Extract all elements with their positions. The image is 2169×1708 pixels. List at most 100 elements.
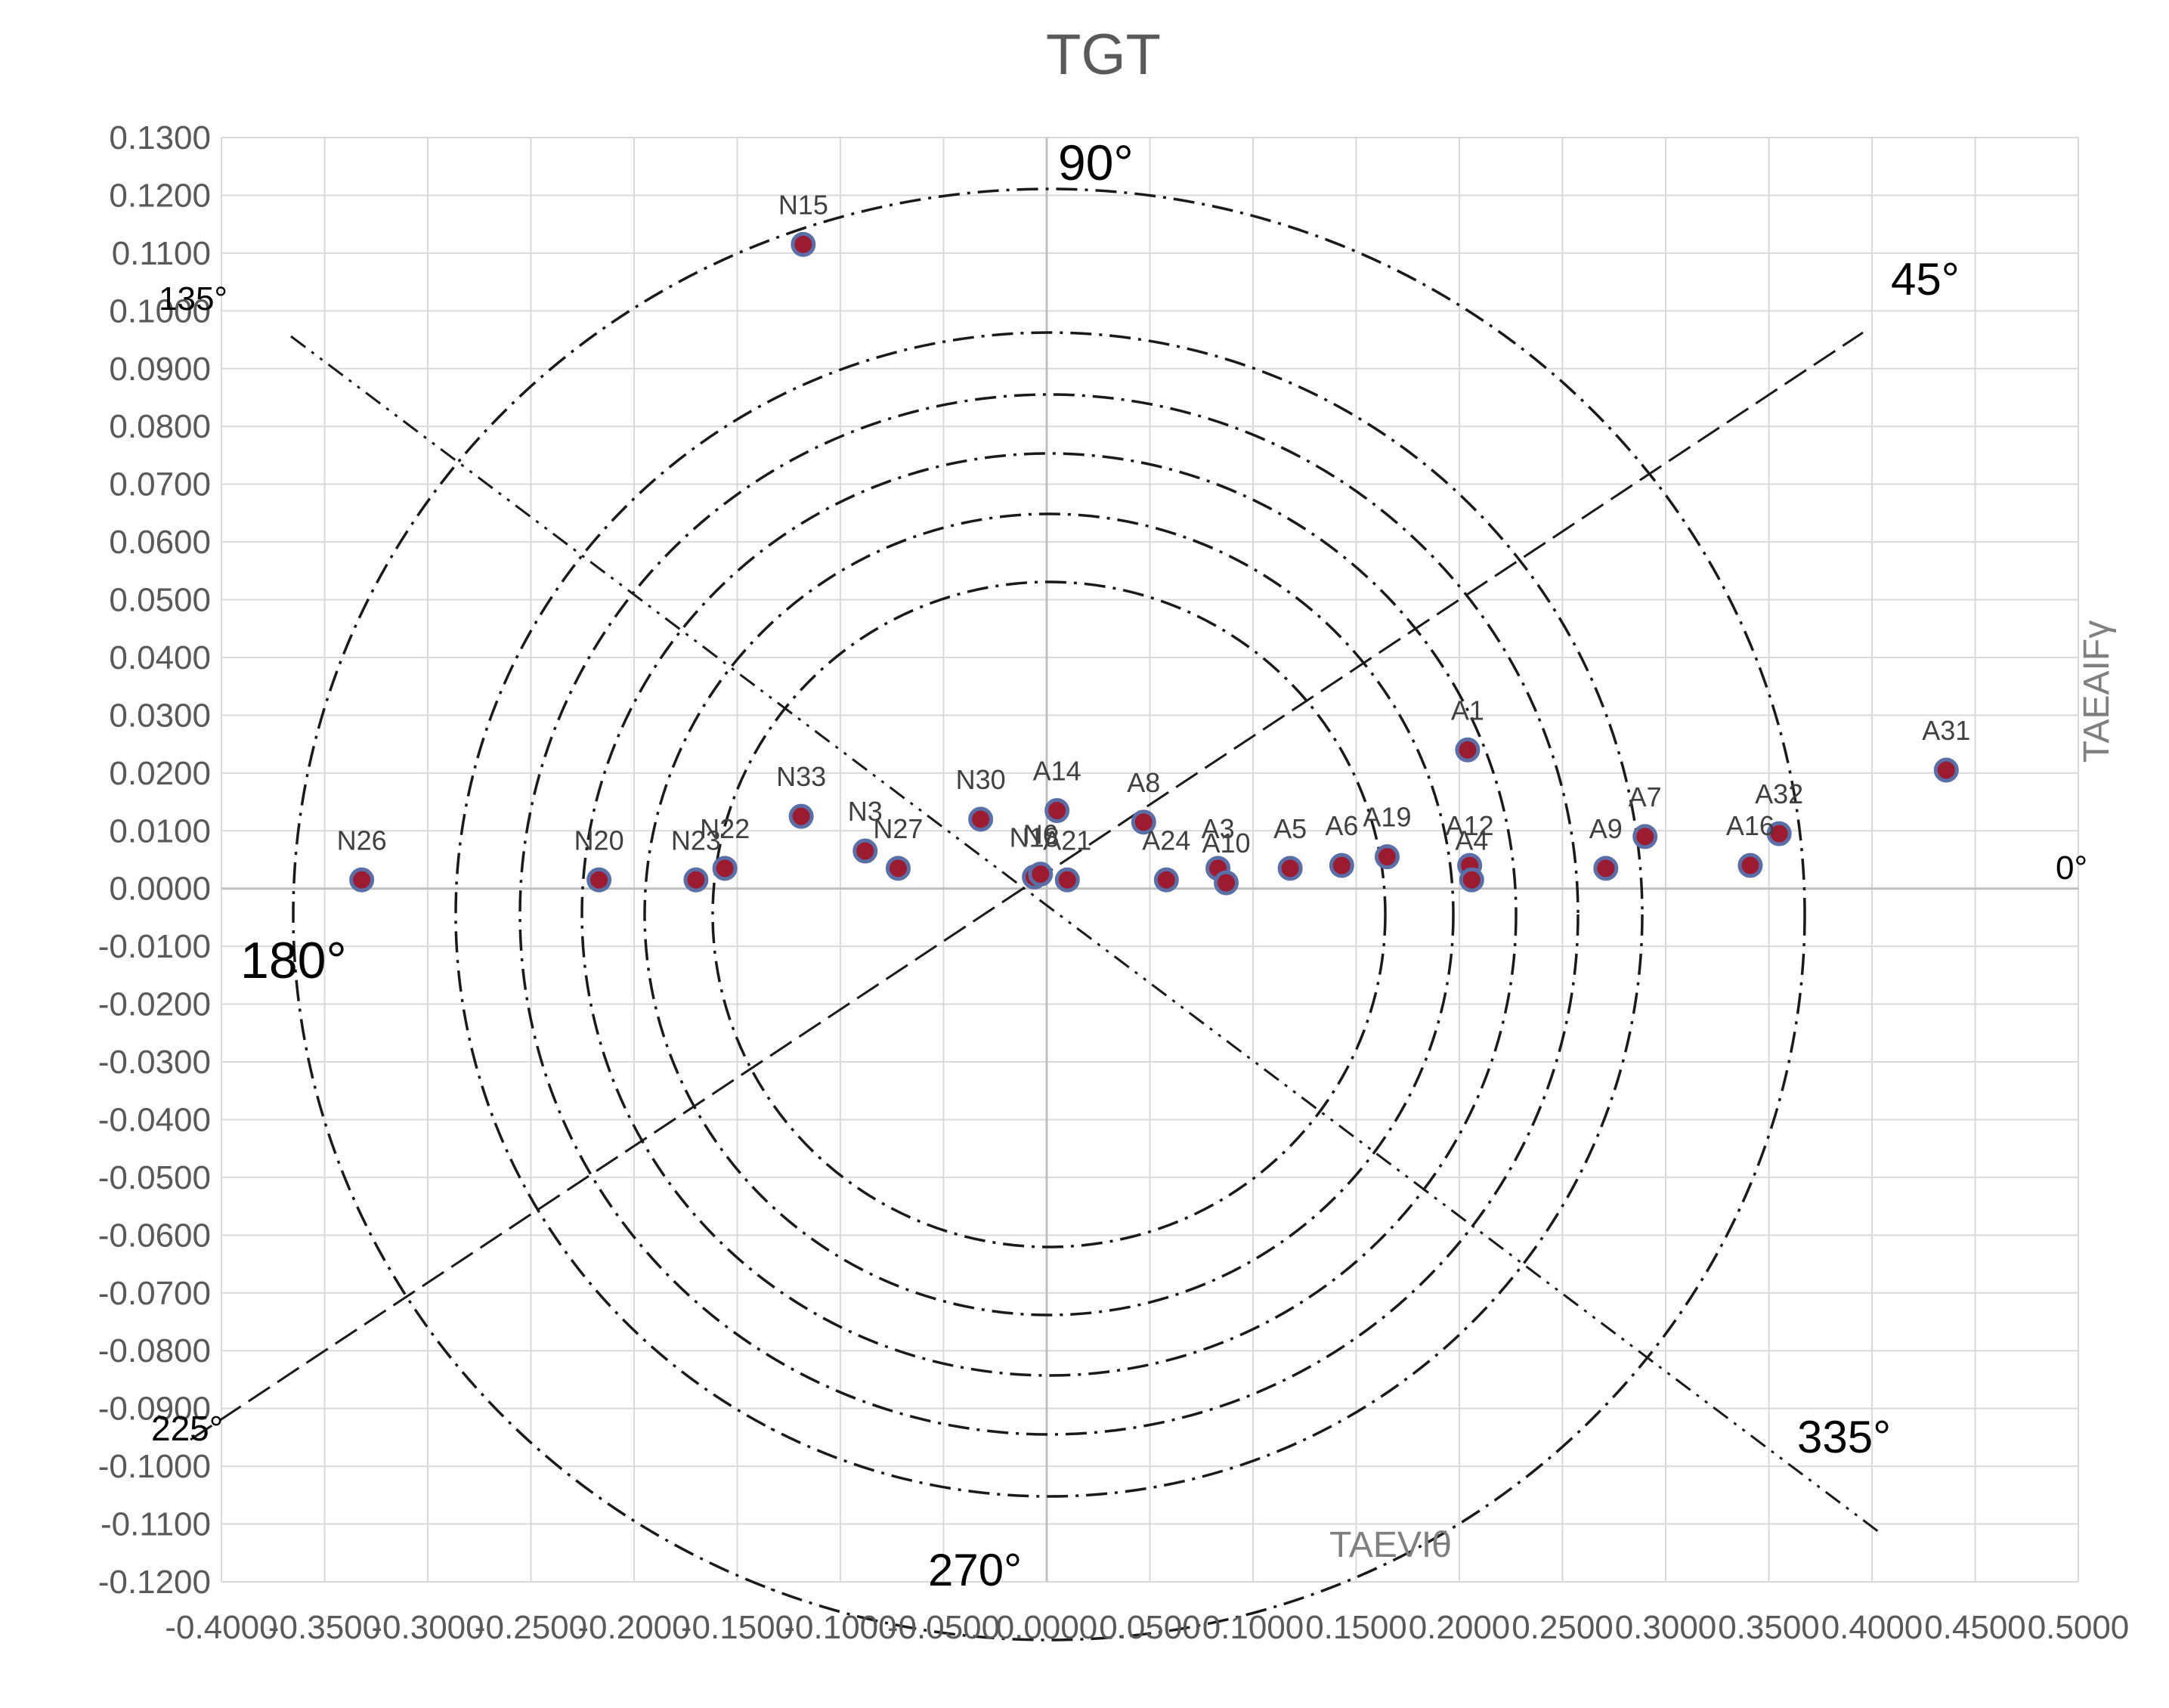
x-tick-label: 0.4000 [1821,1609,1923,1646]
angle-label-0: 0° [2056,849,2087,886]
x-tick-label: 0.0500 [1099,1609,1201,1646]
data-label-a4: A4 [1455,825,1488,856]
data-label-n33: N33 [776,761,826,792]
data-point-a24 [1153,867,1179,893]
y-tick-label: 0.1200 [109,177,211,214]
x-tick-label: 0.3500 [1718,1609,1820,1646]
y-tick-label: 0.1000 [109,292,211,330]
x-tick-label: 0.1500 [1305,1609,1407,1646]
data-label-a24: A24 [1142,825,1190,856]
y-tick-label: 0.1100 [112,235,211,272]
y-tick-label: -0.0400 [98,1101,211,1138]
data-label-n23: N23 [671,825,721,856]
x-tick-label: -0.2000 [577,1609,690,1646]
y-tick-label: 0.0500 [109,582,211,619]
polar-ring [711,580,1387,1249]
data-label-a16: A16 [1726,810,1774,841]
data-point-a4 [1459,867,1484,893]
y-tick-label: -0.0600 [98,1217,211,1254]
data-point-n15 [791,231,816,257]
x-tick-label: 0.1000 [1202,1609,1304,1646]
y-tick-label: 0.0600 [109,524,211,561]
data-label-n18: N18 [1010,822,1060,852]
x-tick-label: 0.2500 [1511,1609,1614,1646]
x-axis-title: TAEVIθ [1329,1525,1452,1565]
data-point-a1 [1455,737,1481,763]
data-label-n30: N30 [956,764,1006,795]
data-label-n6: N6 [1023,819,1058,850]
angle-label-335: 335° [1797,1412,1891,1462]
angle-label-270: 270° [928,1545,1022,1595]
data-point-n3 [852,838,878,864]
data-point-n27 [885,856,911,881]
y-tick-label: 0.0100 [109,812,211,849]
polar-overlay [190,187,1883,1641]
x-tick-label: -0.0500 [887,1609,1000,1646]
data-label-a19: A19 [1363,802,1411,833]
y-tick-label: 0.0700 [109,466,211,503]
polar-ring [454,331,1644,1498]
x-tick-label: 0.4500 [1924,1609,2026,1646]
data-label-a10: A10 [1202,828,1250,859]
polar-ring [292,187,1806,1641]
data-point-n23 [683,867,709,893]
data-point-a21 [1054,867,1080,893]
y-tick-label: -0.0800 [98,1332,211,1369]
y-tick-label: 0.0300 [109,697,211,734]
polar-ring [580,452,1518,1377]
data-point-n22 [712,856,738,881]
data-point-n6 [1028,862,1054,887]
x-tick-label: -0.1500 [681,1609,794,1646]
y-tick-label: -0.0100 [98,928,211,965]
data-label-n27: N27 [873,813,923,844]
angle-label-45: 45° [1891,254,1960,305]
data-point-a31 [1933,757,1959,783]
y-tick-label: -0.0200 [98,986,211,1023]
polar-ring [518,393,1580,1436]
data-label-a3: A3 [1202,813,1235,844]
data-point-n26 [349,867,375,893]
y-tick-label: -0.0500 [98,1159,211,1196]
y-tick-label: 0.0900 [109,351,211,388]
data-point-a19 [1374,844,1400,870]
y-tick-label: 0.0000 [109,871,211,908]
data-point-a9 [1593,856,1619,881]
data-label-a21: A21 [1043,825,1091,856]
data-point-a7 [1632,824,1658,849]
y-tick-label: -0.1100 [101,1506,211,1543]
x-tick-label: -0.3500 [268,1609,381,1646]
y-tick-label: -0.0700 [98,1275,211,1312]
data-point-a32 [1766,821,1792,846]
x-tick-label: -0.1000 [784,1609,896,1646]
data-label-n20: N20 [574,825,624,856]
data-label-a31: A31 [1922,715,1970,746]
data-label-a1: A1 [1451,695,1484,726]
x-tick-label: -0.3000 [371,1609,484,1646]
y-tick-label: -0.0300 [98,1044,211,1081]
data-label-a5: A5 [1273,813,1307,844]
data-label-a7: A7 [1629,781,1662,812]
data-point-a14 [1044,798,1070,824]
data-point-a10 [1214,870,1239,896]
data-point-a8 [1131,809,1156,835]
data-label-a9: A9 [1589,813,1623,844]
data-point-a5 [1277,856,1303,881]
data-point-n33 [788,803,814,829]
x-tick-label: 0.5000 [2028,1609,2130,1646]
chart-title: TGT [1046,23,1161,87]
x-tick-label: 0.3000 [1615,1609,1717,1646]
polar-ring [643,512,1455,1317]
data-label-a6: A6 [1325,810,1358,841]
diagonal-45-line [190,331,1864,1441]
y-tick-label: -0.0900 [98,1391,211,1428]
data-label-n26: N26 [337,825,387,856]
data-points [349,231,1959,896]
data-label-a14: A14 [1033,756,1081,787]
data-label-n3: N3 [848,796,883,827]
data-label-a8: A8 [1127,767,1160,798]
data-point-a16 [1737,852,1763,878]
y-tick-label: 0.0800 [109,408,211,445]
data-point-n30 [968,806,994,832]
grid [221,137,2079,1583]
